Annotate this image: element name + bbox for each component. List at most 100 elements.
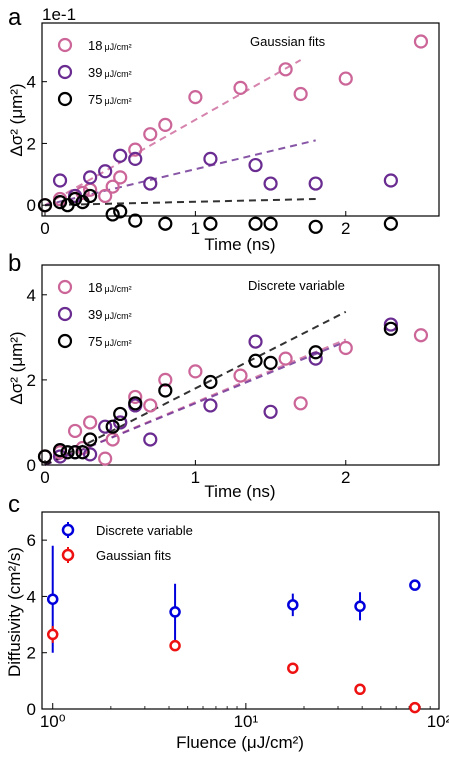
b-point-18 bbox=[158, 372, 173, 387]
a-point-39 bbox=[128, 151, 143, 166]
b-point-75 bbox=[203, 374, 218, 390]
a-point-18 bbox=[338, 71, 353, 86]
a-point-39 bbox=[52, 173, 68, 188]
c-legend-label: Gaussian fits bbox=[96, 548, 172, 563]
c-ytick-label: 4 bbox=[27, 587, 36, 606]
b-point-75 bbox=[75, 445, 90, 460]
panel-c-frame bbox=[41, 511, 440, 710]
a-point-39 bbox=[143, 176, 158, 191]
b-ytick-label: 2 bbox=[27, 371, 36, 390]
b-point-18 bbox=[98, 451, 113, 466]
panel-c-ylabel: Diffusivity (cm²/s) bbox=[5, 547, 24, 677]
a-point-75 bbox=[105, 207, 120, 222]
a-point-18 bbox=[105, 179, 120, 194]
a-point-18 bbox=[233, 80, 248, 95]
a-point-18 bbox=[128, 142, 143, 157]
a-point-75 bbox=[52, 195, 68, 210]
b-point-75 bbox=[158, 383, 173, 398]
c-point-gaussian-fits bbox=[354, 683, 366, 696]
b-point-75 bbox=[308, 345, 323, 360]
c-xtick-label: 10¹ bbox=[234, 712, 259, 731]
b-point-75 bbox=[128, 396, 143, 411]
b-point-39 bbox=[98, 419, 113, 434]
b-point-39 bbox=[52, 449, 68, 464]
b-point-39 bbox=[203, 398, 218, 413]
b-fit-line-75 bbox=[44, 310, 347, 466]
b-legend-unit: μJ/cm² bbox=[104, 284, 131, 294]
c-xtick-label: 10² bbox=[427, 712, 449, 731]
a-point-39 bbox=[98, 164, 113, 179]
c-point-gaussian-fits bbox=[287, 662, 299, 674]
b-point-18 bbox=[338, 340, 353, 356]
a-ytick-label: 4 bbox=[27, 73, 36, 92]
panel-b-xlabel: Time (ns) bbox=[204, 482, 275, 501]
panel-a-scale-label: 1e-1 bbox=[42, 5, 76, 24]
b-point-18 bbox=[105, 432, 120, 447]
a-point-39 bbox=[203, 151, 218, 166]
a-fit-line-75 bbox=[44, 198, 316, 207]
b-legend-value: 18 bbox=[88, 280, 102, 295]
c-xtick-label: 10⁰ bbox=[40, 712, 66, 731]
a-legend-marker-75 bbox=[57, 91, 73, 107]
c-legend-marker bbox=[61, 523, 75, 537]
a-point-18 bbox=[143, 127, 158, 142]
b-point-75 bbox=[60, 445, 75, 460]
a-fit-line-39 bbox=[44, 139, 316, 207]
panel-c: c 10⁰ 10¹ 10² 0 2 4 6 Discrete variable Gaussia… bbox=[5, 491, 449, 752]
panel-a-ylabel: Δσ² (μm²) bbox=[7, 83, 26, 156]
a-point-75 bbox=[308, 219, 323, 234]
b-legend-label-18: 18 μJ/cm² bbox=[88, 280, 132, 295]
a-point-75 bbox=[37, 198, 53, 213]
b-point-18 bbox=[143, 398, 158, 413]
b-point-75 bbox=[52, 443, 68, 458]
b-point-18 bbox=[293, 396, 308, 411]
panel-b-label: b bbox=[8, 250, 21, 277]
a-point-75 bbox=[263, 216, 278, 231]
a-xtick-label: 1 bbox=[191, 219, 200, 238]
panel-a-xlabel: Time (ns) bbox=[204, 235, 275, 254]
a-point-75 bbox=[203, 216, 218, 231]
a-legend-unit: μJ/cm² bbox=[104, 42, 131, 52]
b-ytick-label: 4 bbox=[27, 286, 36, 305]
c-legend-label: Discrete variable bbox=[96, 523, 193, 538]
b-point-39 bbox=[308, 351, 323, 366]
panel-a-points bbox=[37, 34, 429, 234]
b-legend-marker-75 bbox=[57, 333, 73, 349]
a-legend-value: 39 bbox=[88, 65, 102, 80]
b-legend-marker-39 bbox=[57, 306, 73, 322]
a-legend-label-39: 39 μJ/cm² bbox=[88, 65, 132, 80]
b-point-75 bbox=[113, 406, 128, 422]
b-point-75 bbox=[105, 419, 120, 434]
a-point-75 bbox=[83, 188, 98, 204]
b-point-18 bbox=[188, 364, 203, 379]
panel-b-ticks: 0 1 2 0 2 4 bbox=[27, 286, 351, 487]
b-point-75 bbox=[383, 321, 398, 336]
a-legend-marker-39 bbox=[57, 64, 73, 80]
a-point-18 bbox=[293, 86, 308, 102]
c-ytick-label: 6 bbox=[27, 531, 36, 550]
a-ytick-label: 0 bbox=[27, 196, 36, 215]
b-point-75 bbox=[37, 449, 53, 464]
a-point-18 bbox=[158, 117, 173, 133]
b-point-18 bbox=[413, 328, 429, 343]
a-point-75 bbox=[67, 191, 83, 207]
panel-a-label: a bbox=[8, 4, 22, 31]
a-point-18 bbox=[278, 62, 293, 77]
b-point-75 bbox=[83, 432, 98, 447]
b-point-39 bbox=[143, 432, 158, 447]
a-legend-value: 75 bbox=[88, 92, 102, 107]
c-point-discrete-variable bbox=[354, 600, 366, 613]
a-legend-unit: μJ/cm² bbox=[104, 96, 131, 106]
c-legend-marker bbox=[61, 548, 75, 562]
a-point-39 bbox=[263, 176, 278, 191]
b-xtick-label: 2 bbox=[341, 468, 350, 487]
a-xtick-label: 0 bbox=[40, 219, 49, 238]
b-legend-value: 39 bbox=[88, 307, 102, 322]
b-point-39 bbox=[248, 334, 263, 349]
a-point-75 bbox=[158, 216, 173, 231]
b-point-18 bbox=[67, 423, 83, 439]
